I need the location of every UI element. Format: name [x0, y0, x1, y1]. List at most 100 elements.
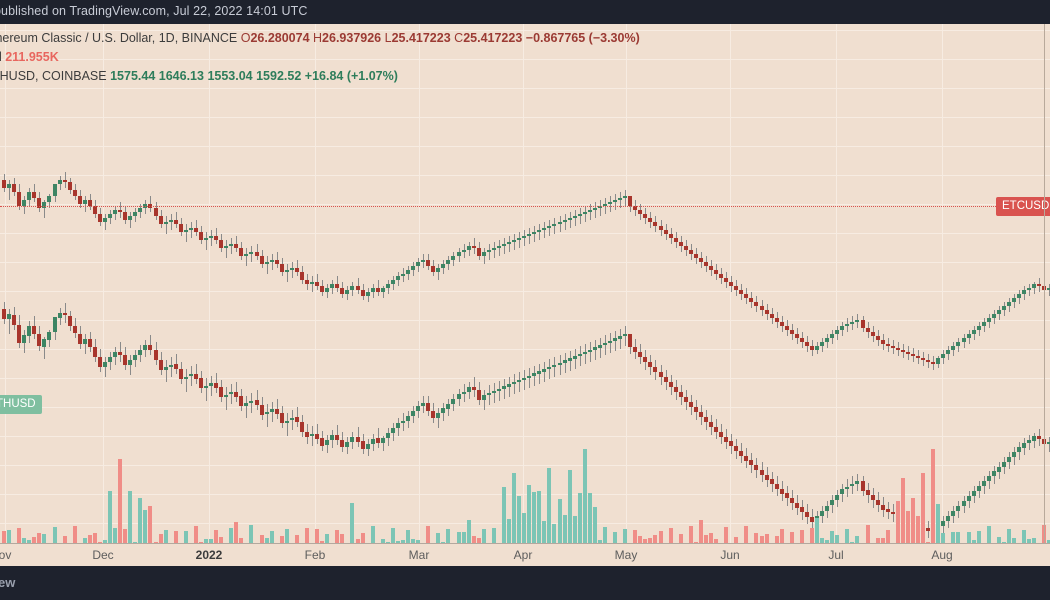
- legend-row-primary[interactable]: thereum Classic / U.S. Dollar, 1D, BINAN…: [0, 30, 640, 46]
- candle-wick: [165, 359, 167, 383]
- candle-body-ethusd: [305, 431, 309, 437]
- candle-body-etcusd: [2, 180, 6, 188]
- candle-body-etcusd: [825, 338, 830, 342]
- candle-body-etcusd: [27, 192, 32, 200]
- candle-body-ethusd: [709, 422, 713, 428]
- legend-row-secondary[interactable]: THUSD, COINBASE 1575.44 1646.13 1553.04 …: [0, 68, 640, 84]
- volume-bar: [714, 538, 719, 543]
- candle-wick: [170, 357, 172, 378]
- candle-body-ethusd: [491, 390, 496, 394]
- candle-wick: [579, 208, 581, 224]
- candle-body-etcusd: [587, 210, 592, 212]
- candle-wick: [599, 200, 601, 216]
- price-label-ethusd[interactable]: THUSD: [0, 395, 42, 414]
- volume-bar: [52, 527, 57, 543]
- volume-bar: [461, 532, 466, 543]
- candle-wick: [534, 226, 536, 242]
- candle-wick: [483, 390, 485, 411]
- time-axis-tick: Aug: [931, 548, 953, 562]
- candle-body-ethusd: [496, 388, 501, 392]
- gridline-horizontal: [0, 146, 1050, 147]
- candle-body-ethusd: [340, 439, 345, 448]
- candle-wick: [190, 222, 192, 238]
- chart-plot-area[interactable]: THUSD ETCUSD: [0, 24, 1050, 543]
- volume-bar: [911, 498, 915, 543]
- candle-body-ethusd: [688, 402, 693, 408]
- candle-body-etcusd: [885, 344, 890, 346]
- candle-body-ethusd: [501, 386, 506, 389]
- candle-body-etcusd: [1001, 306, 1006, 310]
- candle-body-ethusd: [193, 373, 198, 379]
- candle-wick: [1029, 435, 1031, 451]
- candle-body-etcusd: [244, 254, 249, 256]
- candle-body-ethusd: [976, 485, 981, 491]
- candle-body-etcusd: [688, 250, 693, 254]
- candle-body-etcusd: [759, 306, 764, 310]
- candle-body-etcusd: [921, 358, 926, 360]
- candle-wick: [544, 361, 546, 382]
- volume-bar: [931, 449, 936, 543]
- candle-body-etcusd: [284, 270, 289, 272]
- legend-row-volume[interactable]: ol 211.955K: [0, 49, 640, 65]
- volume-bar: [27, 540, 32, 543]
- candle-body-ethusd: [557, 362, 562, 366]
- candle-body-etcusd: [451, 256, 456, 260]
- candle-body-ethusd: [224, 394, 229, 398]
- candle-body-ethusd: [421, 403, 426, 406]
- candle-body-etcusd: [951, 346, 956, 350]
- volume-bar: [678, 534, 683, 543]
- volume-bar: [103, 540, 107, 543]
- candle-body-etcusd: [375, 288, 380, 292]
- volume-bar: [294, 535, 299, 543]
- candle-body-etcusd: [476, 248, 481, 256]
- candle-body-ethusd: [966, 495, 971, 501]
- last-price-line: [0, 206, 1044, 207]
- legend-close-value: 25.417223: [463, 31, 523, 45]
- candle-wick: [291, 262, 293, 278]
- candle-body-ethusd: [926, 528, 931, 531]
- volume-bar: [72, 525, 77, 543]
- candle-body-etcusd: [815, 346, 820, 350]
- candle-body-etcusd: [905, 352, 910, 354]
- volume-bar: [360, 532, 365, 543]
- candle-body-ethusd: [476, 389, 481, 400]
- candle-wick: [226, 240, 228, 258]
- candle-body-ethusd: [562, 360, 567, 363]
- legend-low-label: L: [384, 31, 392, 45]
- volume-bar: [229, 528, 234, 543]
- volume-bar: [153, 542, 158, 543]
- candle-body-etcusd: [62, 180, 67, 182]
- candle-body-etcusd: [471, 246, 476, 248]
- candle-body-ethusd: [572, 356, 577, 359]
- candle-body-ethusd: [789, 497, 794, 503]
- candle-body-etcusd: [153, 208, 158, 216]
- volume-bar: [567, 470, 572, 543]
- candle-body-ethusd: [118, 352, 123, 355]
- candle-body-etcusd: [299, 272, 304, 280]
- volume-bar: [789, 531, 794, 543]
- time-axis-tick: Jul: [828, 548, 844, 562]
- gridline-horizontal: [0, 320, 1050, 321]
- volume-bar: [1006, 528, 1011, 543]
- candle-wick: [498, 381, 500, 402]
- candle-body-etcusd: [936, 358, 941, 364]
- candle-body-ethusd: [880, 504, 885, 510]
- volume-bar: [501, 486, 506, 543]
- candle-body-ethusd: [219, 387, 224, 398]
- candle-wick: [44, 336, 46, 360]
- candle-body-etcusd: [577, 214, 582, 216]
- candle-body-ethusd: [97, 356, 102, 367]
- legend-eth-close: 1592.52: [256, 69, 302, 83]
- candle-body-etcusd: [173, 220, 178, 224]
- candle-wick: [594, 339, 596, 360]
- candle-wick: [190, 366, 192, 387]
- candle-wick: [226, 387, 228, 410]
- time-axis[interactable]: ov Dec 2022 Feb Mar Apr May Jun Jul Aug: [0, 544, 1050, 566]
- candle-wick: [185, 369, 187, 392]
- price-label-etcusd[interactable]: ETCUSD: [996, 197, 1050, 216]
- candle-wick: [271, 401, 273, 422]
- candle-body-etcusd: [794, 334, 799, 338]
- candle-body-ethusd: [471, 387, 476, 390]
- candle-body-etcusd: [653, 222, 658, 226]
- candle-body-etcusd: [1006, 302, 1011, 306]
